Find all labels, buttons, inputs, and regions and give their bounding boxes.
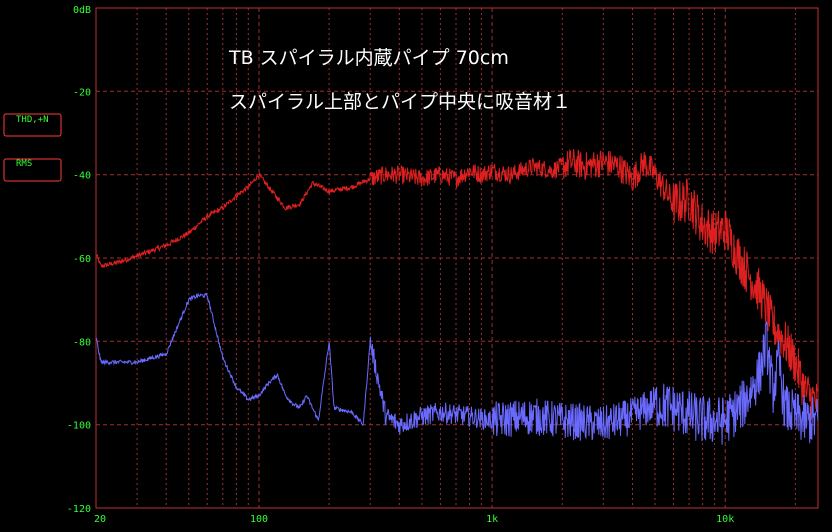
legend-rms-label: RMS xyxy=(16,159,32,169)
legend-thd-label: THD,+N xyxy=(16,115,49,125)
series-rms-line xyxy=(95,292,819,445)
y-tick-label: -20 xyxy=(73,87,91,98)
y-tick-label: -100 xyxy=(67,421,91,432)
x-tick-label: 100 xyxy=(250,514,268,525)
y-tick-label: -60 xyxy=(73,254,91,265)
series-thd-line xyxy=(95,148,819,420)
y-tick-label: -80 xyxy=(73,337,91,348)
y-tick-label: -120 xyxy=(67,504,91,515)
plot-border xyxy=(95,7,819,509)
chart-subtitle: スパイラル上部とパイプ中央に吸音材１ xyxy=(229,91,571,113)
x-tick-label: 1k xyxy=(486,514,498,525)
x-tick-label: 20 xyxy=(94,514,106,525)
y-tick-label: 0dB xyxy=(73,5,91,16)
y-tick-labels: 0dB -20 -40 -60 -80 -100 -120 xyxy=(67,5,91,515)
grid-major xyxy=(96,8,818,508)
chart-title: TB スパイラル内蔵パイプ 70cm xyxy=(228,47,509,69)
x-tick-labels: 20 100 1k 10k xyxy=(94,514,734,525)
legend-thd[interactable]: THD,+N xyxy=(3,113,62,137)
series-layer xyxy=(95,148,819,445)
x-tick-label: 10k xyxy=(716,514,734,525)
legend-rms[interactable]: RMS xyxy=(3,158,62,182)
y-tick-label: -40 xyxy=(73,171,91,182)
